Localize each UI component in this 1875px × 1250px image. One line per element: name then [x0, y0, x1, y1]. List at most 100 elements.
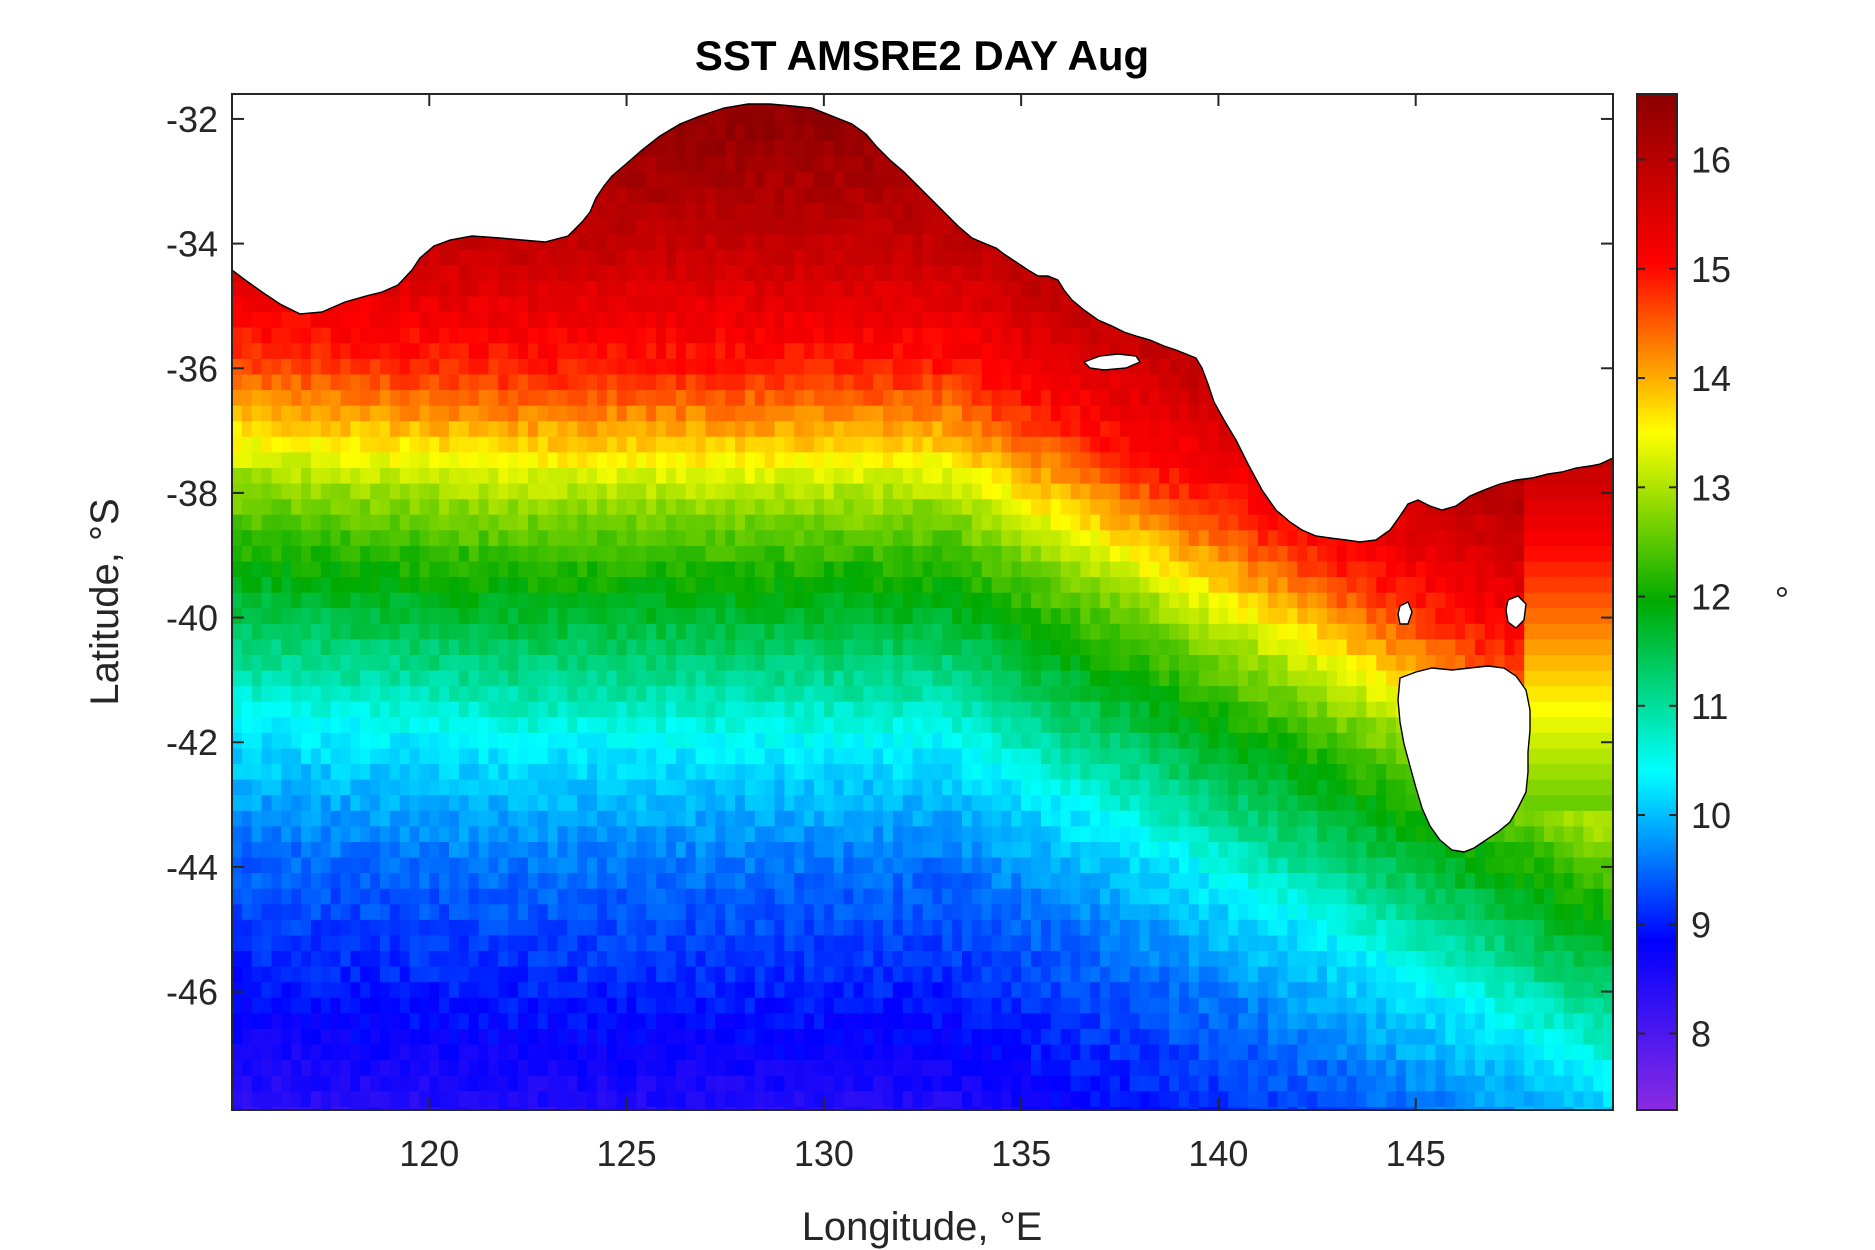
sst-cell	[429, 499, 440, 516]
sst-cell	[409, 1044, 421, 1061]
sst-cell	[863, 997, 874, 1014]
sst-cell	[478, 421, 490, 438]
sst-cell	[360, 608, 371, 625]
sst-cell	[508, 390, 519, 407]
sst-cell	[823, 483, 835, 500]
sst-cell	[241, 1106, 253, 1110]
sst-cell	[892, 358, 904, 376]
sst-cell	[439, 561, 450, 578]
sst-cell	[843, 468, 855, 485]
sst-cell	[429, 468, 440, 485]
sst-cell	[518, 530, 529, 547]
sst-cell	[646, 639, 657, 656]
sst-cell	[370, 857, 381, 874]
sst-cell	[587, 265, 598, 282]
sst-cell	[833, 327, 845, 344]
sst-cell	[330, 810, 342, 827]
sst-cell	[261, 483, 273, 500]
sst-cell	[675, 623, 687, 640]
sst-cell	[370, 1106, 381, 1110]
sst-cell	[626, 795, 638, 812]
sst-cell	[449, 1075, 460, 1092]
sst-cell	[616, 826, 628, 843]
sst-cell	[439, 1075, 450, 1092]
sst-cell	[784, 343, 795, 360]
sst-cell	[971, 561, 983, 578]
sst-cell	[912, 608, 924, 625]
sst-cell	[695, 203, 707, 220]
sst-cell	[744, 483, 756, 500]
sst-cell	[902, 717, 914, 734]
sst-cell	[804, 1044, 815, 1061]
sst-cell	[685, 826, 697, 843]
sst-cell	[567, 888, 578, 905]
sst-cell	[952, 281, 963, 298]
sst-cell	[675, 810, 687, 827]
sst-cell	[764, 764, 776, 781]
sst-cell	[389, 296, 401, 313]
sst-cell	[804, 764, 815, 781]
sst-cell	[527, 670, 539, 687]
sst-cell	[370, 826, 381, 843]
sst-cell	[666, 218, 677, 235]
sst-cell	[389, 951, 401, 968]
sst-cell	[764, 156, 776, 173]
sst-cell	[232, 374, 243, 391]
sst-cell	[902, 857, 914, 874]
sst-cell	[794, 249, 805, 266]
sst-cell	[577, 1091, 588, 1108]
sst-cell	[241, 748, 253, 765]
sst-cell	[715, 623, 726, 640]
sst-cell	[675, 997, 687, 1014]
sst-cell	[764, 312, 776, 329]
sst-cell	[794, 234, 805, 251]
sst-cell	[340, 717, 351, 734]
sst-cell	[863, 140, 874, 157]
sst-cell	[251, 701, 263, 718]
sst-cell	[419, 452, 430, 469]
sst-cell	[360, 499, 371, 516]
sst-cell	[873, 234, 884, 251]
sst-cell	[380, 312, 391, 329]
sst-cell	[478, 1091, 490, 1108]
sst-cell	[616, 1029, 628, 1046]
sst-cell	[873, 156, 884, 173]
sst-cell	[537, 405, 549, 422]
sst-cell	[804, 1091, 815, 1108]
sst-cell	[557, 701, 568, 718]
sst-cell	[616, 966, 628, 983]
sst-cell	[478, 982, 490, 999]
sst-cell	[685, 951, 697, 968]
sst-cell	[370, 888, 381, 905]
sst-cell	[932, 982, 943, 999]
sst-cell	[527, 701, 539, 718]
sst-cell	[399, 608, 411, 625]
sst-cell	[449, 577, 460, 594]
sst-cell	[952, 249, 963, 266]
sst-cell	[814, 670, 825, 687]
sst-cell	[518, 748, 529, 765]
sst-cell	[744, 545, 756, 563]
sst-cell	[380, 888, 391, 905]
sst-cell	[715, 779, 726, 796]
sst-cell	[666, 904, 677, 921]
sst-cell	[675, 514, 687, 531]
sst-cell	[557, 997, 568, 1014]
sst-cell	[962, 281, 973, 298]
sst-cell	[784, 732, 795, 750]
sst-cell	[675, 545, 687, 563]
sst-cell	[892, 670, 904, 687]
sst-cell	[498, 436, 509, 453]
sst-cell	[715, 701, 726, 718]
sst-cell	[616, 296, 628, 313]
sst-cell	[429, 281, 440, 298]
sst-cell	[597, 1029, 608, 1046]
sst-cell	[241, 514, 253, 531]
sst-cell	[350, 982, 361, 999]
sst-cell	[883, 171, 894, 189]
sst-cell	[695, 1044, 707, 1061]
sst-cell	[636, 732, 647, 750]
sst-cell	[892, 452, 904, 469]
sst-cell	[626, 1013, 638, 1030]
sst-cell	[656, 203, 667, 220]
